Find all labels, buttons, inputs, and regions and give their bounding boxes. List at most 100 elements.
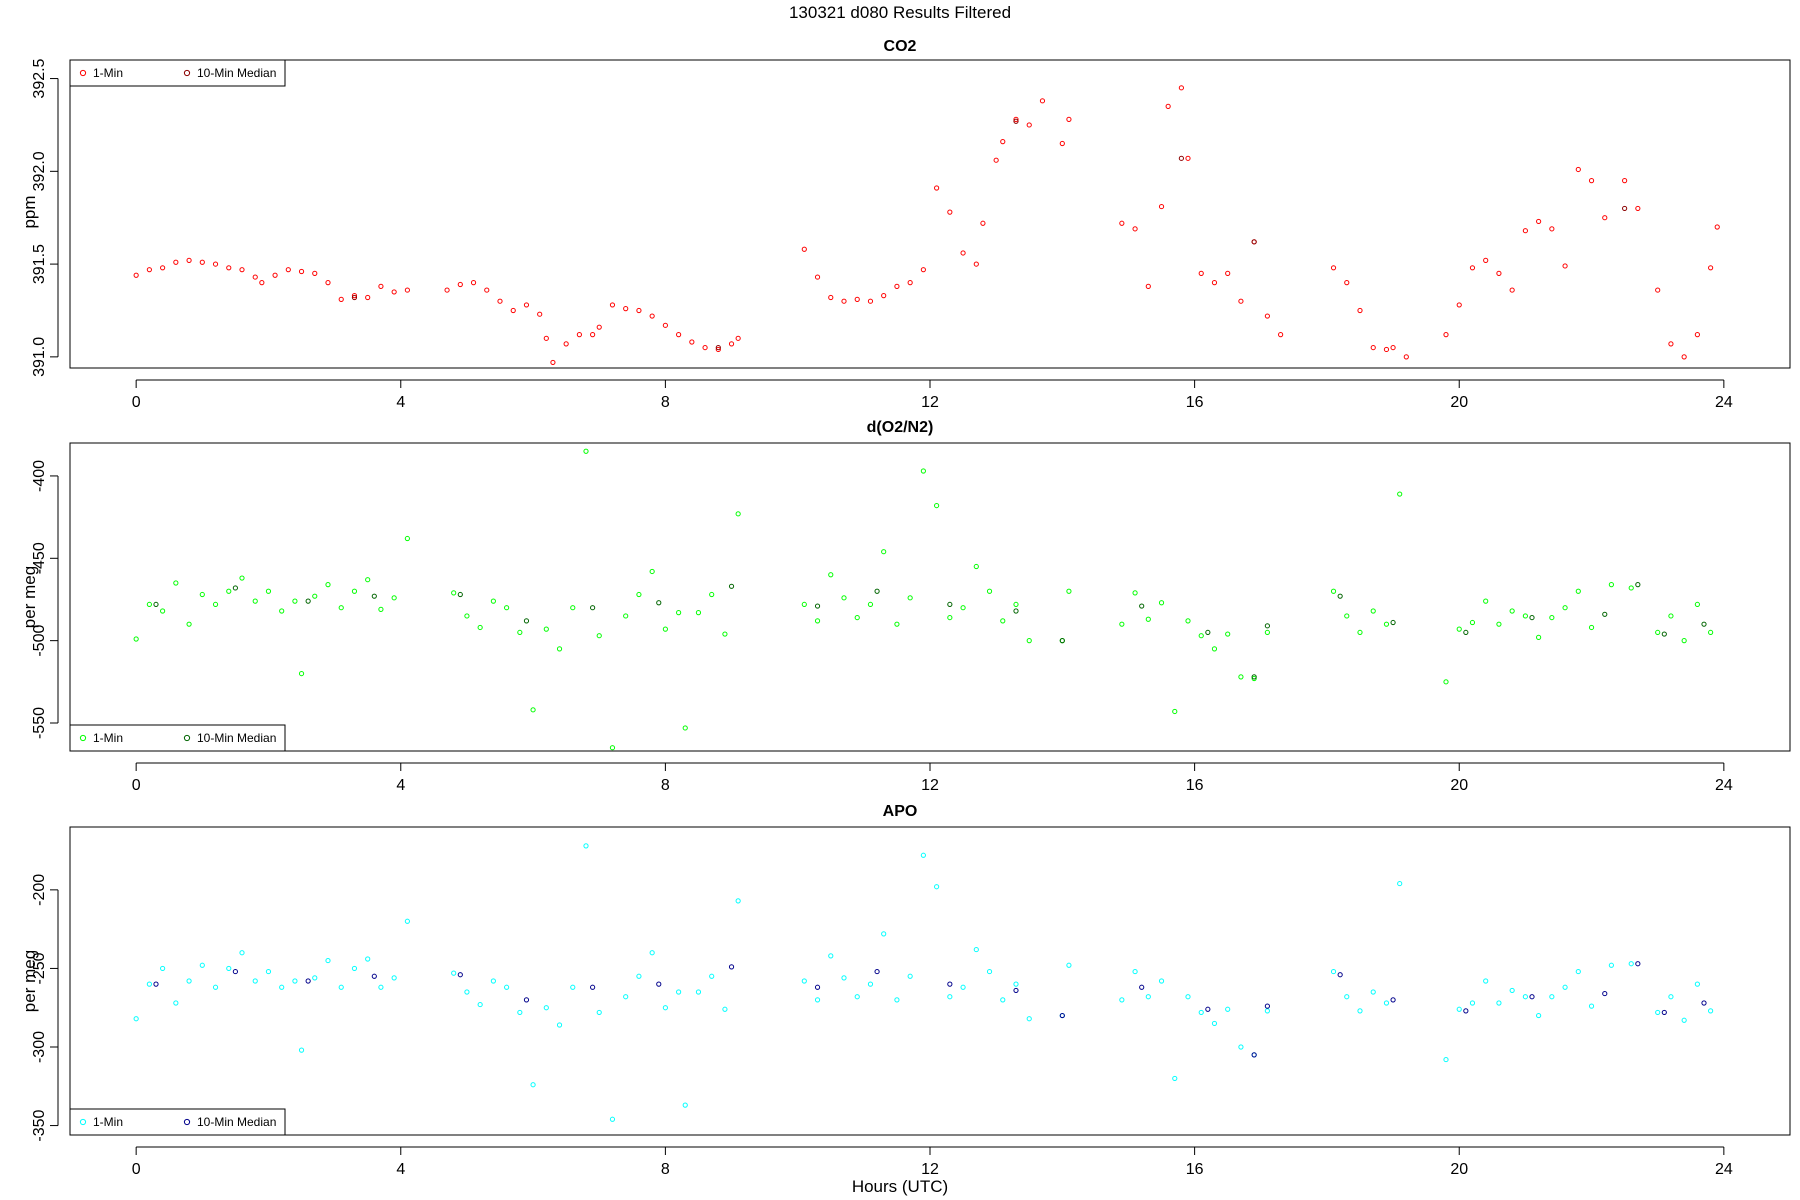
- co2-data-point: [973, 261, 979, 267]
- apo-data-point: [530, 1082, 536, 1088]
- apo-data-point: [1013, 987, 1019, 994]
- o2n2-data-point: [854, 614, 860, 621]
- co2-data-point: [702, 344, 708, 351]
- o2n2-data-point: [1185, 618, 1191, 624]
- apo-data-point: [814, 984, 821, 990]
- co2-data-point: [226, 265, 232, 271]
- co2-data-point: [1456, 302, 1462, 308]
- co2-data-point: [993, 157, 999, 163]
- apo-data-point: [212, 984, 219, 990]
- o2n2-data-point: [1456, 626, 1462, 632]
- o2n2-data-point: [1469, 619, 1476, 626]
- apo-data-point: [517, 1009, 523, 1016]
- co2-data-point: [1357, 307, 1363, 314]
- apo-data-point: [1529, 994, 1535, 1000]
- co2-data-point: [160, 265, 166, 271]
- apo-data-point: [160, 965, 166, 972]
- co2-data-point: [1178, 155, 1184, 161]
- apo-data-point: [1383, 1000, 1390, 1006]
- co2-legend-marker: [79, 69, 87, 77]
- apo-data-point: [1185, 994, 1191, 1000]
- co2-legend-marker: [183, 69, 191, 77]
- apo-data-point: [623, 994, 629, 1000]
- o2n2-data-point: [934, 502, 940, 509]
- o2n2-legend-marker: [183, 734, 191, 742]
- co2-x-tick-label: 20: [1450, 394, 1468, 411]
- apo-panel-title: APO: [883, 803, 918, 820]
- apo-data-point: [391, 975, 397, 981]
- apo-panel: APO per meg 0 4 8 12 16 20 24 -350 -300 -250 -200 1…: [20, 803, 1791, 1178]
- co2-data-point: [404, 287, 410, 293]
- o2n2-data-point: [1463, 629, 1469, 636]
- apo-data-point: [881, 931, 887, 937]
- o2n2-data-point: [1701, 621, 1707, 627]
- apo-data-point: [378, 984, 384, 990]
- co2-data-point: [867, 298, 874, 304]
- o2n2-data-point: [1635, 582, 1641, 588]
- apo-series-ten-min-median: [153, 961, 1707, 1058]
- apo-data-point: [920, 852, 926, 858]
- co2-data-point: [1549, 226, 1555, 232]
- o2n2-data-point: [312, 593, 318, 599]
- apo-data-point: [252, 978, 258, 984]
- co2-data-point: [1496, 270, 1502, 276]
- o2n2-data-point: [133, 636, 139, 642]
- co2-series-ten-min-median: [351, 118, 1628, 351]
- co2-data-point: [543, 335, 549, 341]
- o2n2-data-point: [728, 583, 735, 589]
- apo-data-point: [523, 997, 530, 1003]
- co2-data-point: [1013, 118, 1019, 124]
- o2n2-x-tick-label: 12: [921, 777, 939, 794]
- o2n2-data-point: [1251, 675, 1257, 682]
- o2n2-data-point: [1251, 674, 1257, 680]
- co2-data-point: [1522, 228, 1528, 234]
- o2n2-data-point: [735, 511, 741, 517]
- o2n2-data-point: [947, 614, 953, 621]
- co2-data-point: [1330, 265, 1337, 271]
- o2n2-data-point: [828, 572, 834, 578]
- apo-data-point: [735, 898, 741, 904]
- o2n2-data-point: [907, 595, 913, 601]
- o2n2-data-point: [1443, 679, 1449, 685]
- apo-data-point: [636, 973, 642, 979]
- co2-data-point: [1622, 205, 1628, 212]
- o2n2-data-point: [451, 590, 457, 596]
- apo-data-point: [1469, 1000, 1476, 1006]
- o2n2-data-point: [609, 745, 616, 751]
- apo-data-point: [1013, 981, 1019, 987]
- o2n2-y-tick-label: -450: [31, 542, 48, 574]
- co2-data-point: [199, 259, 205, 265]
- o2n2-data-point: [1602, 611, 1608, 617]
- apo-data-point: [1119, 997, 1125, 1003]
- apo-data-point: [709, 973, 715, 979]
- co2-data-point: [550, 359, 556, 366]
- co2-data-point: [510, 307, 516, 314]
- co2-data-point: [1635, 205, 1641, 212]
- co2-data-point: [980, 220, 986, 226]
- o2n2-data-point: [404, 535, 410, 542]
- o2n2-x-tick-label: 24: [1715, 777, 1733, 794]
- o2n2-data-point: [1158, 600, 1165, 606]
- o2n2-legend-label: 10-Min Median: [197, 731, 276, 745]
- co2-data-point: [1158, 203, 1165, 210]
- o2n2-data-point: [1390, 619, 1396, 626]
- o2n2-data-point: [1000, 618, 1006, 624]
- co2-data-point: [1602, 215, 1608, 221]
- apo-data-point: [1198, 1009, 1204, 1016]
- apo-data-point: [649, 950, 655, 956]
- apo-data-point: [1211, 1020, 1218, 1027]
- o2n2-data-point: [490, 598, 496, 604]
- apo-data-point: [556, 1022, 563, 1028]
- apo-data-point: [682, 1102, 688, 1108]
- co2-data-point: [960, 250, 966, 256]
- o2n2-data-point: [239, 575, 245, 581]
- o2n2-data-point: [186, 621, 192, 627]
- co2-data-point: [285, 267, 291, 273]
- co2-data-point: [212, 261, 219, 267]
- o2n2-data-point: [682, 725, 688, 731]
- o2n2-data-point: [1681, 638, 1687, 644]
- o2n2-data-point: [212, 601, 219, 608]
- o2n2-data-point: [1529, 614, 1535, 621]
- o2n2-data-point: [662, 626, 668, 632]
- o2n2-data-point: [814, 618, 821, 624]
